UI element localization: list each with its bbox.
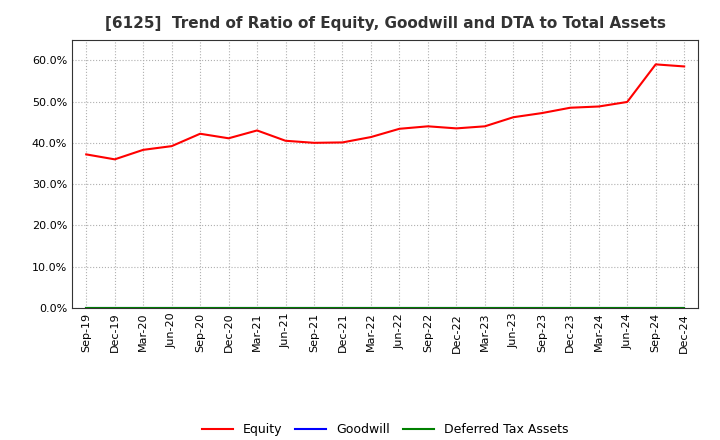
Deferred Tax Assets bbox=[509, 305, 518, 311]
Goodwill bbox=[595, 305, 603, 311]
Deferred Tax Assets bbox=[82, 305, 91, 311]
Equity bbox=[338, 140, 347, 145]
Deferred Tax Assets bbox=[480, 305, 489, 311]
Equity bbox=[253, 128, 261, 133]
Goodwill bbox=[680, 305, 688, 311]
Goodwill bbox=[480, 305, 489, 311]
Deferred Tax Assets bbox=[395, 305, 404, 311]
Goodwill bbox=[395, 305, 404, 311]
Goodwill bbox=[82, 305, 91, 311]
Equity bbox=[310, 140, 318, 146]
Goodwill bbox=[509, 305, 518, 311]
Equity bbox=[423, 124, 432, 129]
Goodwill bbox=[253, 305, 261, 311]
Equity bbox=[366, 134, 375, 139]
Goodwill bbox=[310, 305, 318, 311]
Deferred Tax Assets bbox=[452, 305, 461, 311]
Deferred Tax Assets bbox=[652, 305, 660, 311]
Deferred Tax Assets bbox=[537, 305, 546, 311]
Deferred Tax Assets bbox=[282, 305, 290, 311]
Deferred Tax Assets bbox=[110, 305, 119, 311]
Goodwill bbox=[196, 305, 204, 311]
Deferred Tax Assets bbox=[196, 305, 204, 311]
Goodwill bbox=[139, 305, 148, 311]
Goodwill bbox=[423, 305, 432, 311]
Equity bbox=[452, 126, 461, 131]
Equity bbox=[566, 105, 575, 110]
Equity bbox=[282, 138, 290, 143]
Deferred Tax Assets bbox=[595, 305, 603, 311]
Deferred Tax Assets bbox=[623, 305, 631, 311]
Equity bbox=[595, 104, 603, 109]
Equity bbox=[139, 147, 148, 153]
Deferred Tax Assets bbox=[680, 305, 688, 311]
Deferred Tax Assets bbox=[310, 305, 318, 311]
Line: Equity: Equity bbox=[86, 64, 684, 159]
Legend: Equity, Goodwill, Deferred Tax Assets: Equity, Goodwill, Deferred Tax Assets bbox=[197, 418, 573, 440]
Deferred Tax Assets bbox=[253, 305, 261, 311]
Goodwill bbox=[338, 305, 347, 311]
Equity bbox=[509, 114, 518, 120]
Goodwill bbox=[225, 305, 233, 311]
Equity bbox=[82, 152, 91, 157]
Deferred Tax Assets bbox=[566, 305, 575, 311]
Deferred Tax Assets bbox=[366, 305, 375, 311]
Goodwill bbox=[167, 305, 176, 311]
Equity bbox=[395, 126, 404, 132]
Goodwill bbox=[566, 305, 575, 311]
Goodwill bbox=[623, 305, 631, 311]
Equity bbox=[110, 157, 119, 162]
Deferred Tax Assets bbox=[225, 305, 233, 311]
Equity bbox=[652, 62, 660, 67]
Equity bbox=[623, 99, 631, 105]
Goodwill bbox=[537, 305, 546, 311]
Title: [6125]  Trend of Ratio of Equity, Goodwill and DTA to Total Assets: [6125] Trend of Ratio of Equity, Goodwil… bbox=[104, 16, 666, 32]
Equity bbox=[196, 131, 204, 136]
Deferred Tax Assets bbox=[167, 305, 176, 311]
Equity bbox=[537, 110, 546, 116]
Goodwill bbox=[452, 305, 461, 311]
Equity bbox=[167, 143, 176, 149]
Goodwill bbox=[282, 305, 290, 311]
Deferred Tax Assets bbox=[139, 305, 148, 311]
Equity bbox=[225, 136, 233, 141]
Goodwill bbox=[110, 305, 119, 311]
Equity bbox=[480, 124, 489, 129]
Deferred Tax Assets bbox=[423, 305, 432, 311]
Goodwill bbox=[366, 305, 375, 311]
Equity bbox=[680, 64, 688, 69]
Goodwill bbox=[652, 305, 660, 311]
Deferred Tax Assets bbox=[338, 305, 347, 311]
